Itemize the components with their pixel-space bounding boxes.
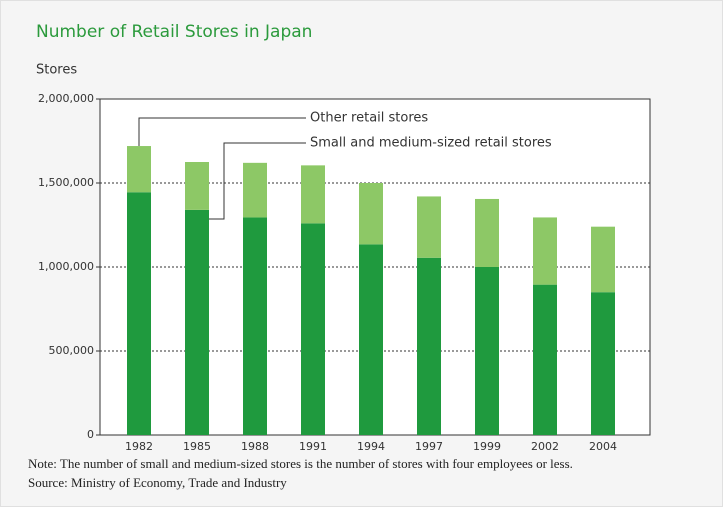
series-label: Small and medium-sized retail stores: [310, 136, 552, 151]
bar-segment: [417, 196, 441, 258]
bar-segment: [127, 146, 151, 193]
x-tick-label: 2004: [589, 440, 617, 453]
plot-frame: [99, 98, 651, 436]
bar-segment: [185, 209, 209, 435]
connector: [209, 142, 306, 220]
x-tick-label: 1999: [473, 440, 501, 453]
bar-segment: [533, 284, 557, 435]
bar-segment: [243, 162, 267, 218]
chart-title: Number of Retail Stores in Japan: [36, 22, 312, 42]
source: Source: Ministry of Economy, Trade and I…: [28, 475, 287, 490]
x-tick-label: 1985: [183, 440, 211, 453]
bar-segment: [533, 217, 557, 285]
bar-segment: [417, 257, 441, 435]
bar-segment: [359, 244, 383, 435]
note: Note: The number of small and medium-siz…: [28, 456, 573, 471]
series-label: Other retail stores: [310, 111, 428, 126]
y-axis-label: Stores: [36, 63, 77, 78]
bar-segment: [591, 226, 615, 293]
x-tick-label: 1982: [125, 440, 153, 453]
y-tick-label: 500,000: [49, 344, 95, 357]
bar-segment: [243, 217, 267, 435]
bar-segment: [475, 267, 499, 435]
bar-segment: [127, 192, 151, 435]
bar-segment: [591, 292, 615, 435]
bar-segment: [185, 162, 209, 210]
x-tick-label: 1991: [299, 440, 327, 453]
y-tick-label: 0: [87, 428, 94, 441]
y-tick-label: 1,000,000: [38, 260, 94, 273]
bar-segment: [301, 223, 325, 435]
bar-segment: [475, 198, 499, 267]
connector: [138, 117, 306, 147]
x-tick-label: 2002: [531, 440, 559, 453]
x-tick-label: 1997: [415, 440, 443, 453]
x-tick-label: 1988: [241, 440, 269, 453]
bar-segment: [359, 183, 383, 245]
y-tick-label: 1,500,000: [38, 176, 94, 189]
x-tick-label: 1994: [357, 440, 385, 453]
y-tick-label: 2,000,000: [38, 92, 94, 105]
bar-segment: [301, 165, 325, 224]
